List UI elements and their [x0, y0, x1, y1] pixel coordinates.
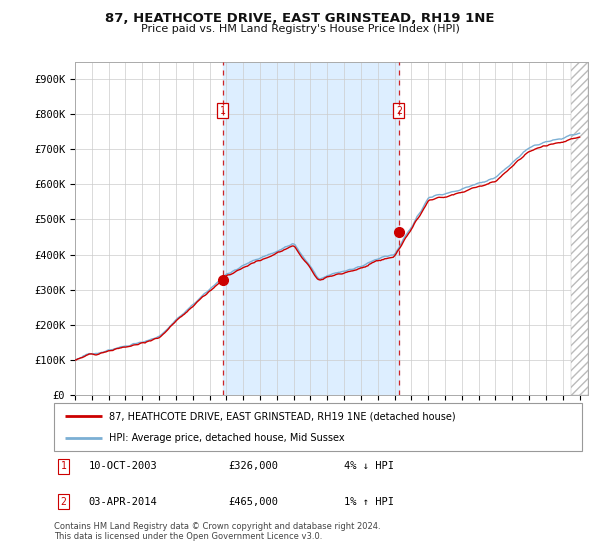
Text: £465,000: £465,000: [228, 497, 278, 507]
Text: 4% ↓ HPI: 4% ↓ HPI: [344, 461, 394, 472]
Text: 1% ↑ HPI: 1% ↑ HPI: [344, 497, 394, 507]
Text: Price paid vs. HM Land Registry's House Price Index (HPI): Price paid vs. HM Land Registry's House …: [140, 24, 460, 34]
Text: 2: 2: [61, 497, 67, 507]
Bar: [571, 62, 588, 395]
Text: 87, HEATHCOTE DRIVE, EAST GRINSTEAD, RH19 1NE: 87, HEATHCOTE DRIVE, EAST GRINSTEAD, RH1…: [105, 12, 495, 25]
Text: 1: 1: [61, 461, 67, 472]
Text: HPI: Average price, detached house, Mid Sussex: HPI: Average price, detached house, Mid …: [109, 433, 345, 443]
Text: 1: 1: [220, 106, 226, 116]
Text: 2: 2: [396, 106, 402, 116]
Bar: [223, 62, 399, 395]
Text: 10-OCT-2003: 10-OCT-2003: [88, 461, 157, 472]
Text: 03-APR-2014: 03-APR-2014: [88, 497, 157, 507]
Text: £326,000: £326,000: [228, 461, 278, 472]
Text: 87, HEATHCOTE DRIVE, EAST GRINSTEAD, RH19 1NE (detached house): 87, HEATHCOTE DRIVE, EAST GRINSTEAD, RH1…: [109, 411, 456, 421]
FancyBboxPatch shape: [54, 403, 582, 451]
Text: Contains HM Land Registry data © Crown copyright and database right 2024.
This d: Contains HM Land Registry data © Crown c…: [54, 522, 380, 542]
